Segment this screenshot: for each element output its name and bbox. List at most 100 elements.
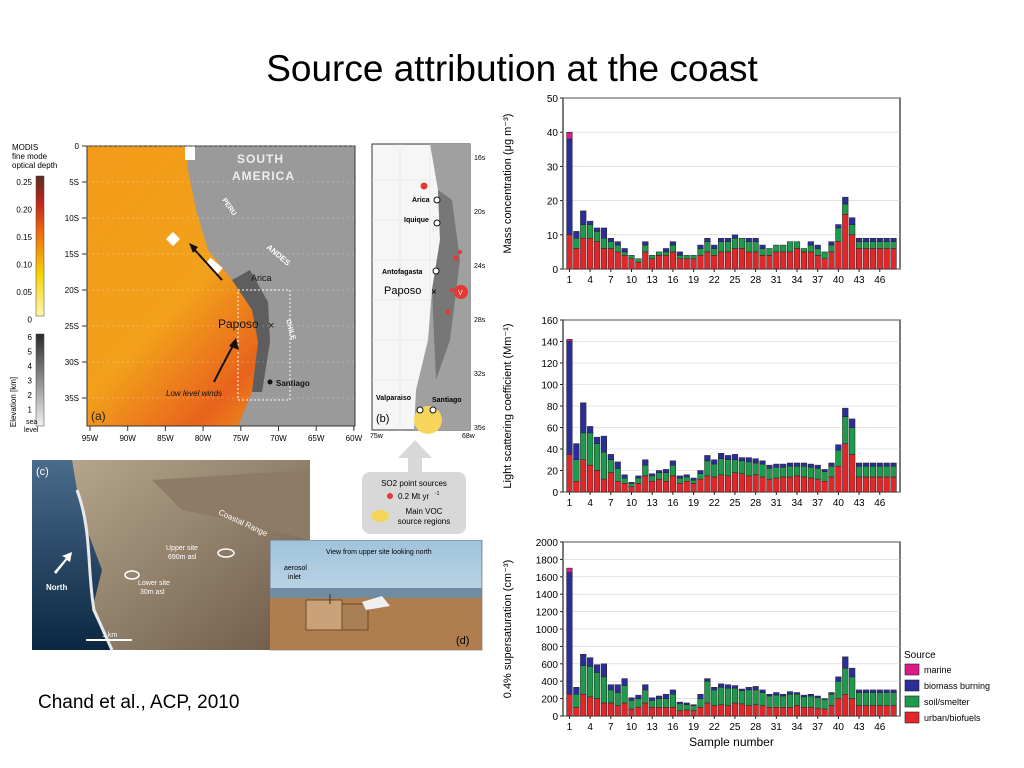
bar-segment-urbanbiofuels: [883, 248, 890, 270]
bar-segment-biomassburning: [587, 426, 594, 434]
x-tick-label: 1: [567, 275, 573, 286]
map-a: MODIS fine mode optical depth 0.25 0.20 0.…: [9, 142, 363, 443]
map-b-andes: [432, 190, 460, 380]
bar-segment-soilsmelter: [573, 694, 580, 708]
bar-segment-urbanbiofuels: [662, 481, 670, 493]
bar-segment-urbanbiofuels: [683, 258, 690, 270]
bar-segment-biomassburning: [573, 687, 580, 695]
bar-segment-urbanbiofuels: [793, 248, 801, 270]
y-tick-label: 60: [547, 424, 559, 435]
y-tick-label: 0: [552, 265, 558, 276]
bar-segment-biomassburning: [642, 459, 649, 466]
bar-segment-biomassburning: [662, 248, 670, 253]
bar-segment-urbanbiofuels: [828, 705, 835, 717]
bar-segment-biomassburning: [614, 461, 621, 469]
bar-segment-soilsmelter: [828, 244, 835, 253]
lat-tick-label: 10S: [65, 214, 79, 223]
bar-segment-urbanbiofuels: [883, 705, 890, 717]
bar-segment-biomassburning: [600, 663, 608, 678]
bar-segment-urbanbiofuels: [580, 459, 587, 493]
so2-legend-value: 0.2 Mt yr: [398, 492, 429, 501]
bar-segment-urbanbiofuels: [649, 258, 656, 270]
colorbar-title-3: optical depth: [12, 161, 57, 170]
bar-segment-biomassburning: [766, 464, 773, 469]
bar-segment-biomassburning: [773, 692, 780, 696]
bar-segment-soilsmelter: [662, 251, 670, 256]
y-tick-label: 160: [541, 316, 558, 327]
bar-segment-urbanbiofuels: [745, 475, 752, 493]
bar-segment-soilsmelter: [642, 689, 649, 704]
bar-segment-soilsmelter: [821, 251, 828, 259]
bar-segment-urbanbiofuels: [807, 707, 814, 717]
photo-d-sea: [270, 588, 482, 598]
x-tick-label: 10: [626, 722, 638, 733]
elevation-colorbar: [35, 333, 45, 427]
bar-segment-soilsmelter: [704, 460, 711, 477]
bar-segment-biomassburning: [752, 686, 759, 691]
valparaiso-marker: [416, 406, 424, 414]
x-tick-label: 31: [771, 275, 783, 286]
x-tick-label: 37: [812, 498, 824, 509]
elev-tick-label: 5: [28, 348, 33, 357]
bar-segment-biomassburning: [759, 689, 766, 693]
bar-segment-soilsmelter: [883, 465, 890, 478]
bar-segment-soilsmelter: [890, 241, 897, 249]
bar-segment-biomassburning: [566, 341, 573, 455]
bar-segment-biomassburning: [738, 457, 745, 462]
bar-segment-biomassburning: [869, 689, 876, 693]
x-tick-label: 10: [626, 498, 638, 509]
land-south-america: [185, 146, 355, 426]
bar-segment-soilsmelter: [628, 255, 635, 259]
legend-title: Source: [904, 650, 936, 661]
bar-segment-urbanbiofuels: [621, 702, 628, 717]
lon-tick-label: 70W: [270, 434, 287, 443]
bar-segment-soilsmelter: [773, 244, 780, 253]
bar-segment-urbanbiofuels: [835, 698, 842, 717]
b-lon-75w: 75w: [370, 433, 384, 440]
transport-arrowhead: [189, 243, 198, 253]
bar-segment-urbanbiofuels: [807, 251, 814, 270]
bar-segment-urbanbiofuels: [842, 214, 849, 270]
bar-segment-soilsmelter: [745, 241, 752, 253]
y-tick-label: 1000: [536, 625, 559, 636]
bar-segment-urbanbiofuels: [642, 251, 649, 270]
b-paposo-marker: ×: [431, 287, 437, 298]
y-tick-label: 140: [541, 338, 558, 349]
bar-segment-soilsmelter: [828, 694, 835, 706]
bar-segment-biomassburning: [724, 237, 732, 242]
y-tick-label: 20: [547, 197, 559, 208]
bar-segment-biomassburning: [642, 684, 649, 691]
bar-segment-soilsmelter: [800, 465, 807, 478]
bar-segment-urbanbiofuels: [862, 248, 870, 270]
bar-segment-biomassburning: [807, 694, 814, 697]
bar-segment-biomassburning: [731, 685, 739, 689]
y-tick-label: 20: [547, 467, 559, 478]
bar-segment-biomassburning: [814, 695, 821, 698]
legend-label: soil/smelter: [924, 697, 970, 707]
bar-segment-urbanbiofuels: [676, 258, 683, 270]
bar-segment-soilsmelter: [759, 463, 766, 478]
hut-2: [341, 603, 369, 631]
bar-segment-urbanbiofuels: [752, 474, 759, 493]
andes-highlands: [232, 270, 270, 392]
bar-segment-biomassburning: [607, 684, 614, 691]
legend-label: biomass burning: [924, 681, 990, 691]
x-tick-label: 40: [833, 275, 845, 286]
bar-segment-urbanbiofuels: [890, 476, 897, 493]
bar-segment-urbanbiofuels: [718, 251, 725, 270]
bar-segment-biomassburning: [718, 683, 725, 688]
so2-legend-title: SO2 point sources: [381, 479, 447, 488]
slide-title: Source attribution at the coast: [266, 48, 758, 89]
bar-segment-urbanbiofuels: [738, 473, 745, 493]
bar-segment-urbanbiofuels: [642, 475, 649, 493]
bar-segment-biomassburning: [876, 237, 883, 242]
bar-segment-urbanbiofuels: [787, 476, 794, 493]
bar-segment-soilsmelter: [738, 237, 745, 249]
bar-segment-soilsmelter: [718, 458, 725, 476]
x-tick-label: 34: [791, 275, 803, 286]
upper-site-alt: 690m asl: [168, 554, 197, 561]
bar-segment-biomassburning: [835, 224, 842, 229]
aod-marker-2: [205, 257, 223, 275]
bar-segment-soilsmelter: [855, 692, 863, 706]
legend-swatch: [904, 695, 920, 708]
